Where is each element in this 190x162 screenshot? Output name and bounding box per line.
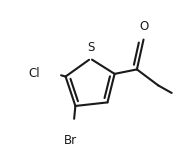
Text: O: O — [139, 20, 149, 33]
Text: Br: Br — [64, 134, 78, 147]
Text: S: S — [87, 41, 94, 54]
Text: Cl: Cl — [28, 67, 40, 80]
